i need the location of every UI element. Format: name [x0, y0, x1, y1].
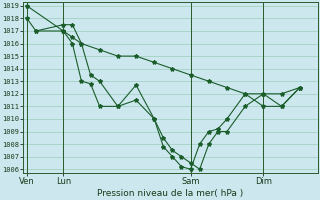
X-axis label: Pression niveau de la mer( hPa ): Pression niveau de la mer( hPa )	[98, 189, 244, 198]
